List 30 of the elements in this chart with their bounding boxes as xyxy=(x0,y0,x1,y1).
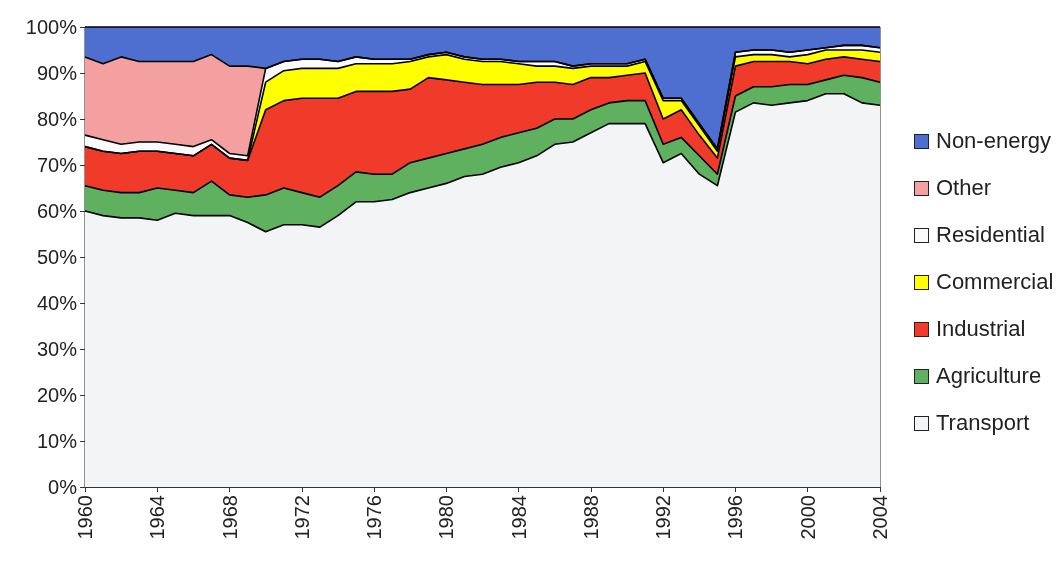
x-tick-label: 1988 xyxy=(579,495,602,540)
x-tick-label: 1960 xyxy=(74,495,96,540)
y-tick-label: 80% xyxy=(36,108,78,130)
y-tick-label: 100% xyxy=(25,16,78,38)
x-tick-label: 1964 xyxy=(146,495,169,540)
legend-label: Other xyxy=(936,175,992,200)
y-tick-label: 40% xyxy=(36,292,78,314)
x-tick-label: 1996 xyxy=(724,495,747,540)
y-tick-label: 20% xyxy=(36,384,78,406)
legend-label: Residential xyxy=(936,222,1045,247)
x-tick-label: 2000 xyxy=(796,495,819,540)
y-tick-label: 10% xyxy=(36,430,78,452)
y-tick-label: 90% xyxy=(36,62,78,84)
y-tick-label: 70% xyxy=(36,154,78,176)
legend-label: Agriculture xyxy=(936,363,1042,388)
x-tick-label: 1992 xyxy=(652,495,675,540)
x-tick-label: 1968 xyxy=(218,495,241,540)
x-tick-label: 1980 xyxy=(435,495,458,540)
y-tick-label: 60% xyxy=(36,200,78,222)
legend-label: Transport xyxy=(936,410,1030,435)
x-tick-label: 2004 xyxy=(869,495,891,540)
x-tick-label: 1976 xyxy=(363,495,386,540)
legend-label: Industrial xyxy=(936,316,1026,341)
y-tick-label: 0% xyxy=(48,476,78,498)
y-tick-label: 30% xyxy=(36,338,78,360)
x-tick-label: 1972 xyxy=(290,495,313,540)
y-tick-label: 50% xyxy=(36,246,78,268)
legend-label: Non-energy xyxy=(936,128,1051,153)
x-tick-label: 1984 xyxy=(507,495,530,540)
legend-label: Commercial xyxy=(936,269,1054,294)
